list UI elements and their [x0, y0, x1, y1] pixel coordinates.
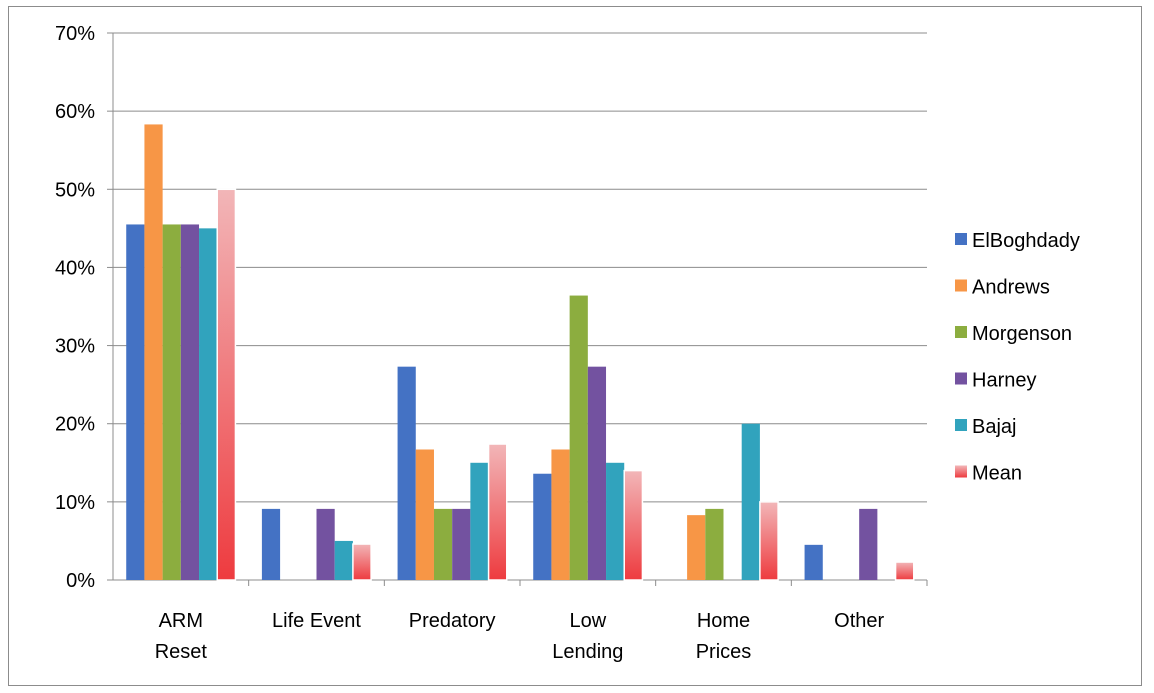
bar-bajaj: [741, 423, 760, 580]
bar-elboghdady: [533, 473, 552, 580]
legend-label: Mean: [972, 463, 1022, 485]
legend-label: Harney: [972, 370, 1036, 392]
y-tick-label: 50%: [55, 179, 95, 201]
bar-harney: [587, 366, 607, 580]
bar-morgenson: [162, 224, 181, 580]
gridlines: [107, 32, 927, 581]
x-category-label: ARM Reset: [155, 610, 208, 663]
x-axis-category-labels: ARM Reset Life Event Predatory Low Lending Hom…: [155, 610, 885, 663]
legend-label: Bajaj: [972, 416, 1016, 438]
y-tick-label: 0%: [66, 570, 95, 592]
y-axis-tick-labels: 0% 10% 20% 30% 40% 50% 60% 70%: [55, 23, 95, 592]
bar-mean: [894, 561, 915, 581]
bar-morgenson: [705, 508, 724, 580]
bar-bajaj: [606, 462, 625, 580]
bar-mean: [216, 188, 237, 581]
legend-swatch-andrews: [955, 279, 967, 292]
bar-elboghdady: [126, 224, 145, 580]
y-tick-label: 60%: [55, 101, 95, 123]
legend-label: ElBoghdady: [972, 230, 1080, 252]
bar-bajaj: [199, 228, 218, 581]
bar-andrews: [415, 449, 434, 580]
legend-swatch-morgenson: [955, 326, 967, 338]
bar-elboghdady: [261, 508, 281, 580]
y-tick-label: 30%: [55, 336, 95, 358]
bar-elboghdady: [397, 366, 416, 580]
bar-harney: [859, 508, 878, 580]
y-tick-label: 10%: [55, 492, 95, 514]
bar-andrews: [551, 449, 570, 580]
bar-mean: [623, 469, 644, 581]
legend-swatch-mean: [955, 465, 967, 478]
legend-label: Morgenson: [972, 323, 1072, 345]
legend: ElBoghdady Andrews Morgenson Harney Bajaj Mea…: [955, 230, 1080, 485]
legend-swatch-bajaj: [955, 419, 967, 431]
x-category-label: Predatory: [409, 610, 496, 632]
bar-elboghdady: [804, 544, 823, 580]
axes: [112, 33, 928, 586]
bar-harney: [316, 508, 335, 580]
bar-andrews: [144, 124, 163, 581]
bar-bajaj: [334, 540, 353, 580]
x-category-label: Home Prices: [696, 610, 752, 663]
bar-morgenson: [569, 295, 588, 580]
y-tick-label: 70%: [55, 23, 95, 45]
legend-swatch-harney: [955, 372, 967, 385]
bar-bajaj: [470, 462, 489, 580]
y-tick-label: 40%: [55, 257, 95, 279]
x-category-label: Low Lending: [552, 610, 623, 663]
bar-mean: [487, 443, 508, 581]
x-category-label: Other: [834, 610, 884, 632]
bar-morgenson: [433, 508, 453, 580]
bar-mean: [352, 543, 372, 581]
bars: [126, 124, 915, 581]
bar-harney: [452, 508, 471, 580]
bar-harney: [180, 224, 200, 580]
legend-swatch-elboghdady: [955, 233, 967, 245]
y-tick-label: 20%: [55, 414, 95, 436]
bar-andrews: [687, 515, 706, 580]
legend-label: Andrews: [972, 277, 1050, 299]
bar-mean: [759, 501, 779, 581]
x-category-label: Life Event: [272, 610, 361, 632]
